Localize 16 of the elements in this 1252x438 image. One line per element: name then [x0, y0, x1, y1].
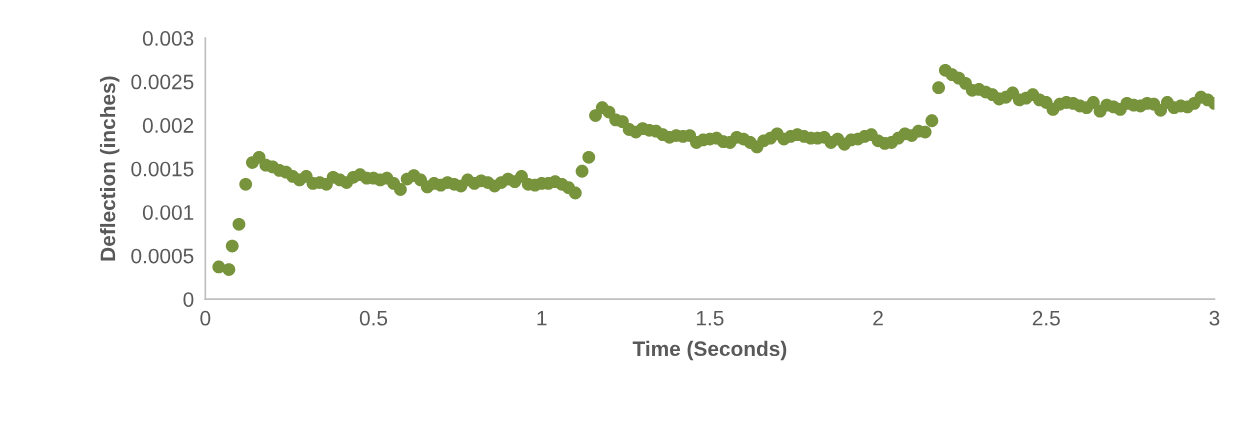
x-tick-label: 0.5	[359, 310, 388, 326]
y-tick-label: 0	[183, 292, 194, 307]
x-tick-label: 3	[1209, 310, 1220, 326]
x-tick-label: 1	[537, 311, 547, 326]
y-tick-label: 0.0015	[131, 161, 194, 177]
x-tick-label: 2.5	[1032, 310, 1060, 326]
x-tick-label: 1.5	[696, 311, 724, 326]
y-tick-label: 0.0005	[131, 248, 194, 264]
y-tick-label: 0.003	[142, 31, 194, 46]
y-tick-label: 0.002	[142, 118, 194, 133]
x-tick-label: 0	[200, 310, 211, 326]
x-axis-title: Time (Seconds)	[632, 340, 787, 361]
y-tick-label: 0.001	[142, 205, 194, 220]
y-tick-label: 0.0025	[131, 74, 194, 90]
y-axis-title: Deflection (inches)	[99, 76, 120, 261]
x-tick-label: 2	[873, 310, 883, 326]
